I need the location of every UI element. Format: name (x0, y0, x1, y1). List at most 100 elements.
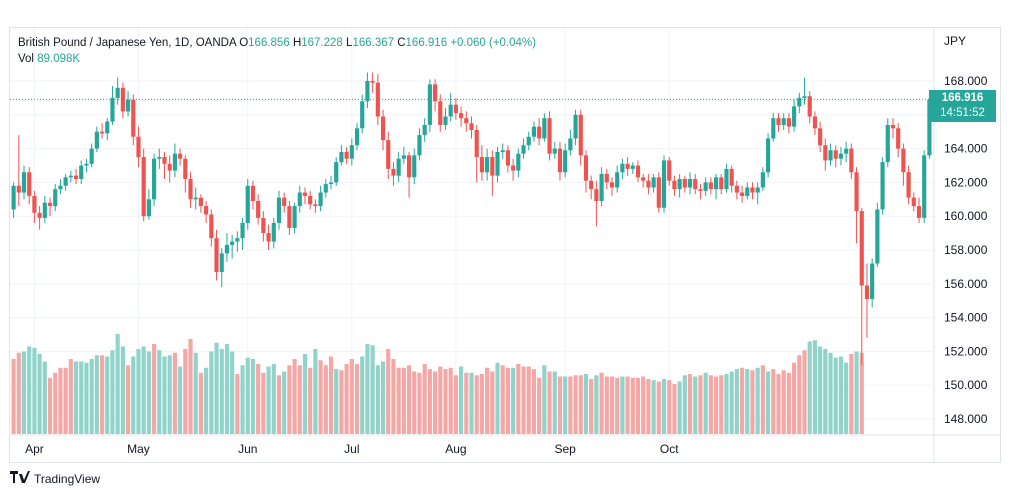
candle-body (42, 202, 47, 218)
candle (287, 200, 292, 235)
volume-bar (198, 372, 204, 434)
candle (609, 177, 615, 196)
candle-body (573, 114, 578, 139)
candle (620, 158, 625, 180)
candle (250, 180, 256, 210)
candle-body (401, 155, 406, 159)
candle-body (302, 192, 308, 196)
volume-bar (620, 376, 625, 434)
volume-bar (167, 355, 172, 434)
candle-body (661, 160, 667, 208)
candle-body (646, 180, 651, 188)
volume-bar (282, 371, 287, 434)
volume-bar (406, 365, 412, 434)
candle (750, 182, 755, 200)
candle-body (230, 241, 235, 245)
volume-bar (89, 359, 94, 434)
volume-bar (339, 370, 344, 434)
candle (755, 182, 760, 205)
brand-name[interactable]: TradingView (34, 471, 101, 486)
candle-body (183, 158, 188, 180)
candle (339, 145, 344, 166)
candle-body (438, 101, 443, 125)
candle-body (292, 206, 297, 229)
candle (896, 123, 901, 158)
candle (916, 197, 922, 223)
candle (469, 116, 474, 139)
volume-bar (178, 366, 183, 434)
y-tick-label: 156.000 (944, 277, 988, 291)
candle-body (776, 118, 781, 125)
candle-body (630, 165, 635, 169)
symbol-label[interactable]: British Pound / Japanese Yen, 1D, OANDA (18, 37, 236, 49)
candle (459, 106, 464, 127)
candle (792, 99, 797, 132)
volume-bar (349, 359, 354, 434)
y-tick-label: 152.000 (944, 344, 988, 358)
candle (292, 202, 297, 234)
candle (53, 184, 58, 212)
candle-body (287, 206, 292, 229)
candle (157, 148, 162, 169)
candle (349, 138, 354, 166)
candle-body (94, 131, 99, 149)
candle-body (193, 197, 198, 200)
candle-body (890, 124, 896, 129)
volume-bar (635, 377, 641, 434)
x-tick-label: Aug (445, 442, 466, 456)
volume-bar (495, 362, 500, 434)
volume-bar (526, 366, 531, 434)
volume-bar (219, 349, 224, 434)
candle (323, 179, 328, 198)
candle (760, 167, 765, 191)
bar-countdown: 14:51:52 (940, 107, 985, 119)
volume-bar (615, 377, 620, 434)
volume-bar (563, 376, 568, 434)
candle (172, 143, 177, 178)
volume-label[interactable]: Vol (18, 53, 34, 65)
volume-bar (370, 345, 375, 434)
candle (859, 207, 864, 365)
candle (84, 158, 89, 173)
candle (21, 165, 27, 200)
candle-body (204, 206, 209, 215)
candle-body (651, 177, 656, 188)
price-axis-ticks: 148.000 150.000 152.000 154.000 156.000 158.0… (944, 74, 988, 426)
volume-bar (245, 357, 250, 434)
volume-bar (250, 359, 256, 434)
candle-body (125, 99, 131, 112)
volume-bar (828, 352, 833, 434)
candle-body (99, 131, 105, 134)
candle-body (136, 136, 141, 158)
volume-bar (188, 339, 193, 434)
volume-bar (474, 375, 479, 434)
volume-row: Vol 89.098K (18, 51, 536, 67)
candle-body (578, 114, 583, 156)
tradingview-logo-icon[interactable] (10, 471, 30, 486)
candle (693, 173, 698, 195)
candle (615, 165, 620, 193)
candle-body (37, 212, 42, 218)
volume-bar (110, 350, 115, 434)
volume-bar (646, 379, 651, 434)
candle-body (526, 136, 531, 146)
candle-body (838, 153, 844, 159)
volume-bar (849, 354, 854, 434)
candle-body (625, 163, 630, 169)
change-value: +0.060 (+0.04%) (450, 37, 536, 49)
candle (479, 145, 484, 181)
candle-body (609, 182, 615, 188)
candle (115, 77, 120, 105)
candle-body (89, 148, 94, 164)
candle (344, 146, 349, 164)
y-tick-label: 150.000 (944, 378, 988, 392)
volume-bar (490, 371, 495, 434)
volume-bar (583, 374, 589, 434)
candle-body (459, 113, 464, 119)
candle-body (479, 157, 484, 173)
volume-bar (432, 371, 438, 434)
volume-bar (105, 356, 110, 434)
candle-body (854, 172, 859, 212)
candle-body (406, 155, 412, 178)
